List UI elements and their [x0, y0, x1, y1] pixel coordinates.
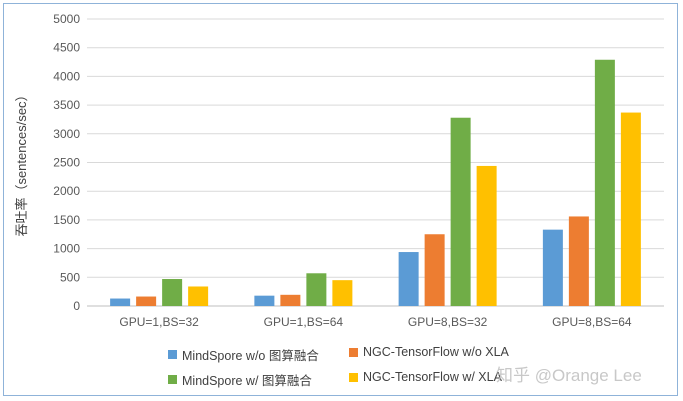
legend-label: NGC-TensorFlow w/ XLA — [363, 370, 502, 384]
bar — [254, 295, 275, 306]
x-tick-label: GPU=8,BS=64 — [552, 315, 632, 329]
y-tick-label: 3000 — [53, 127, 80, 141]
bar — [332, 280, 353, 306]
y-axis-label: 吞吐率（sentences/sec） — [14, 88, 29, 236]
bar — [542, 229, 563, 306]
bar — [188, 286, 209, 306]
y-tick-label: 1000 — [53, 242, 80, 256]
y-axis-ticks: 0 500 1000 1500 2000 2500 3000 3500 4000 4500 5000 — [53, 12, 80, 313]
y-tick-label: 4000 — [53, 69, 80, 83]
bars — [110, 59, 641, 307]
bar — [398, 252, 419, 306]
bar — [568, 216, 589, 306]
legend-swatch — [349, 372, 358, 382]
legend-swatch — [168, 375, 177, 384]
bar-chart: 0 500 1000 1500 2000 2500 3000 3500 4000 4500 5000… — [14, 12, 664, 329]
bar — [450, 117, 471, 306]
y-tick-label: 4500 — [53, 41, 80, 55]
bar — [280, 294, 301, 306]
y-tick-label: 0 — [73, 299, 80, 313]
legend-label: MindSpore w/ 图算融合 — [182, 374, 312, 388]
x-tick-label: GPU=1,BS=32 — [119, 315, 199, 329]
y-tick-label: 2500 — [53, 156, 80, 170]
legend-label: MindSpore w/o 图算融合 — [182, 349, 319, 363]
x-tick-label: GPU=8,BS=32 — [408, 315, 488, 329]
y-tick-label: 3500 — [53, 98, 80, 112]
gridlines — [87, 18, 664, 307]
watermark: 知乎 @Orange Lee — [496, 366, 642, 385]
bar — [306, 273, 327, 306]
legend-swatch — [168, 350, 177, 359]
bar — [594, 59, 615, 307]
bar — [620, 112, 641, 306]
legend-item: NGC-TensorFlow w/o XLA — [349, 345, 509, 359]
legend-item: MindSpore w/o 图算融合 — [168, 345, 319, 364]
legend-item: NGC-TensorFlow w/ XLA — [349, 370, 502, 384]
x-tick-label: GPU=1,BS=64 — [264, 315, 344, 329]
legend-item: MindSpore w/ 图算融合 — [168, 370, 312, 389]
legend-swatch — [349, 347, 358, 357]
bar — [162, 279, 183, 306]
bar — [110, 298, 131, 306]
bar — [476, 165, 497, 306]
y-tick-label: 1500 — [53, 213, 80, 227]
y-tick-label: 5000 — [53, 12, 80, 26]
chart-frame: 0 500 1000 1500 2000 2500 3000 3500 4000 4500 5000… — [3, 3, 678, 396]
bar — [136, 296, 157, 306]
x-axis-ticks: GPU=1,BS=32 GPU=1,BS=64 GPU=8,BS=32 GPU=8,B… — [119, 315, 631, 329]
bar — [424, 234, 445, 306]
y-tick-label: 500 — [60, 270, 80, 284]
y-tick-label: 2000 — [53, 184, 80, 198]
legend-label: NGC-TensorFlow w/o XLA — [363, 345, 509, 359]
